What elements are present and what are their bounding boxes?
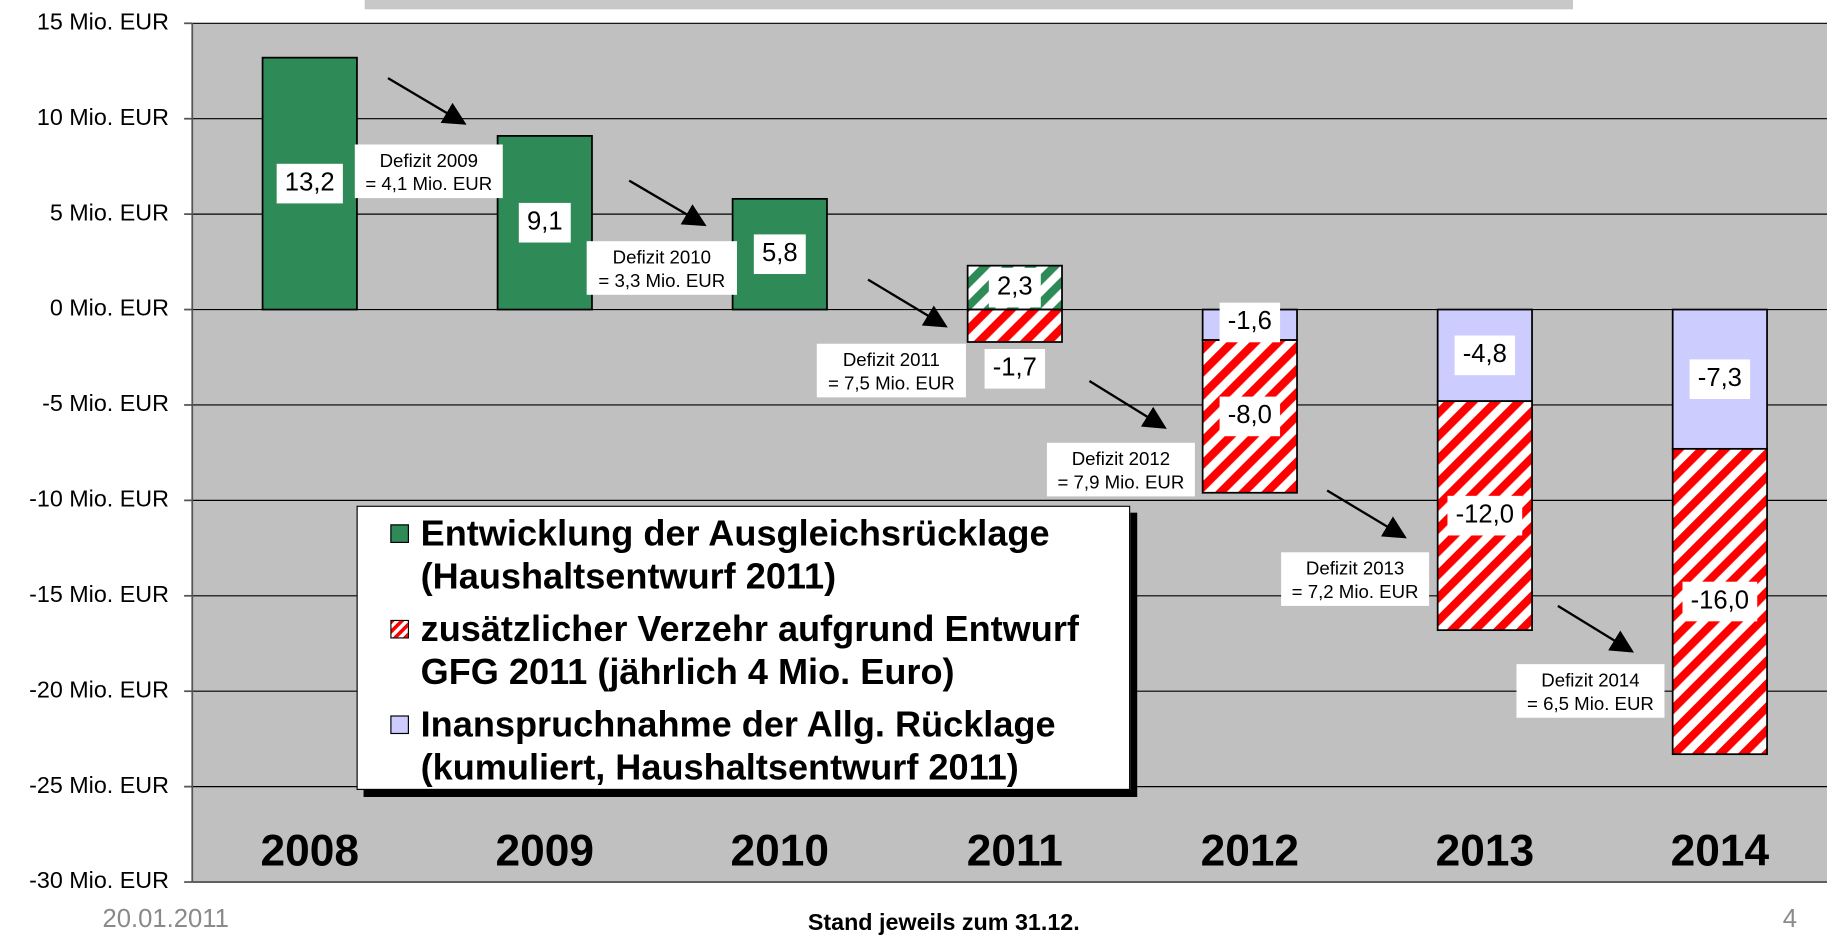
annotation-text: Defizit 2013 [1306, 558, 1404, 579]
footer-date: 20.01.2011 [103, 905, 229, 933]
legend-item: zusätzlicher Verzehr aufgrund Entwurf GF… [390, 607, 1119, 693]
value-label: -4,8 [1463, 340, 1507, 368]
value-label-box [518, 202, 571, 243]
annotation-text: Defizit 2011 [843, 349, 940, 370]
annotation-box [1516, 664, 1665, 718]
annotation-text: = 6,5 Mio. EUR [1527, 693, 1654, 714]
legend-label: Inanspruchnahme der Allg. Rücklage (kumu… [420, 703, 1056, 788]
title-bar [364, 0, 1573, 10]
y-tick-label: 15 Mio. EUR [37, 8, 169, 34]
legend-swatch [390, 524, 409, 543]
value-label: -16,0 [1691, 586, 1749, 614]
value-label-box [276, 163, 343, 204]
arrow [1088, 380, 1167, 429]
y-tick-label: -20 Mio. EUR [29, 676, 169, 702]
annotation-text: Defizit 2009 [380, 150, 478, 171]
value-label: -12,0 [1456, 500, 1514, 528]
arrow [1557, 604, 1635, 653]
annotation-text: Defizit 2010 [613, 247, 711, 268]
value-label-box [1682, 581, 1758, 622]
annotation-box [586, 241, 737, 295]
value-label-box [984, 348, 1046, 389]
x-tick-label: 2008 [261, 827, 359, 876]
value-label: 13,2 [285, 168, 335, 196]
legend-item: Inanspruchnahme der Allg. Rücklage (kumu… [390, 703, 1119, 789]
bar-segment [731, 197, 828, 311]
x-tick-label: 2012 [1201, 827, 1299, 876]
annotation-text: = 7,9 Mio. EUR [1057, 471, 1184, 492]
annotation-text: = 7,5 Mio. EUR [828, 372, 955, 393]
bar-segment [966, 308, 1063, 343]
value-label: -1,7 [993, 354, 1037, 382]
legend-label: Entwicklung der Ausgleichsrücklage (Haus… [420, 512, 1050, 597]
legend-swatch [390, 619, 409, 639]
legend-item: Entwicklung der Ausgleichsrücklage (Haus… [390, 512, 1119, 598]
value-label-box [1219, 302, 1281, 343]
value-label: 9,1 [527, 207, 563, 235]
annotation-text: Defizit 2014 [1541, 670, 1639, 691]
y-tick-label: 0 Mio. EUR [50, 295, 169, 321]
x-tick-label: 2010 [731, 827, 829, 876]
x-tick-label: 2011 [967, 827, 1063, 876]
x-tick-label: 2013 [1436, 827, 1534, 876]
annotation-text: = 4,1 Mio. EUR [365, 173, 492, 194]
x-tick-label: 2014 [1671, 827, 1770, 876]
annotation-text: = 7,2 Mio. EUR [1292, 581, 1419, 602]
y-tick-label: -15 Mio. EUR [29, 581, 169, 607]
value-label-box [1219, 396, 1281, 437]
arrow [387, 77, 467, 125]
value-label: 5,8 [762, 239, 798, 267]
value-label-box [1447, 495, 1523, 536]
y-tick-label: -5 Mio. EUR [42, 390, 169, 416]
value-label: -1,6 [1228, 307, 1272, 335]
y-tick-label: -25 Mio. EUR [29, 772, 169, 798]
annotation-box [816, 343, 966, 398]
y-tick-label: -30 Mio. EUR [29, 867, 169, 893]
value-label: 2,3 [997, 272, 1033, 300]
legend-label: zusätzlicher Verzehr aufgrund Entwurf GF… [420, 608, 1079, 693]
arrow [867, 278, 948, 328]
annotation-box [1046, 442, 1195, 497]
annotation-box [354, 144, 503, 199]
arrow [1326, 489, 1407, 539]
value-label-box [1454, 335, 1516, 376]
legend: Entwicklung der Ausgleichsrücklage (Haus… [356, 505, 1131, 790]
annotation-text: = 3,3 Mio. EUR [598, 270, 725, 291]
value-label-box [1689, 359, 1751, 400]
annotation-text: Defizit 2012 [1072, 448, 1170, 469]
footer-note: Stand jeweils zum 31.12. [808, 909, 1080, 935]
page-number: 4 [1783, 905, 1797, 933]
x-tick-label: 2009 [496, 827, 594, 876]
y-tick-label: 5 Mio. EUR [50, 199, 169, 225]
annotation-box [1281, 552, 1430, 606]
legend-swatch [390, 715, 409, 735]
value-label-box [988, 267, 1041, 308]
value-label-box [753, 234, 806, 275]
arrow [628, 179, 707, 227]
value-label: -7,3 [1698, 364, 1742, 392]
y-tick-label: -10 Mio. EUR [29, 486, 169, 512]
value-label: -8,0 [1228, 401, 1272, 429]
y-tick-label: 10 Mio. EUR [37, 104, 169, 130]
